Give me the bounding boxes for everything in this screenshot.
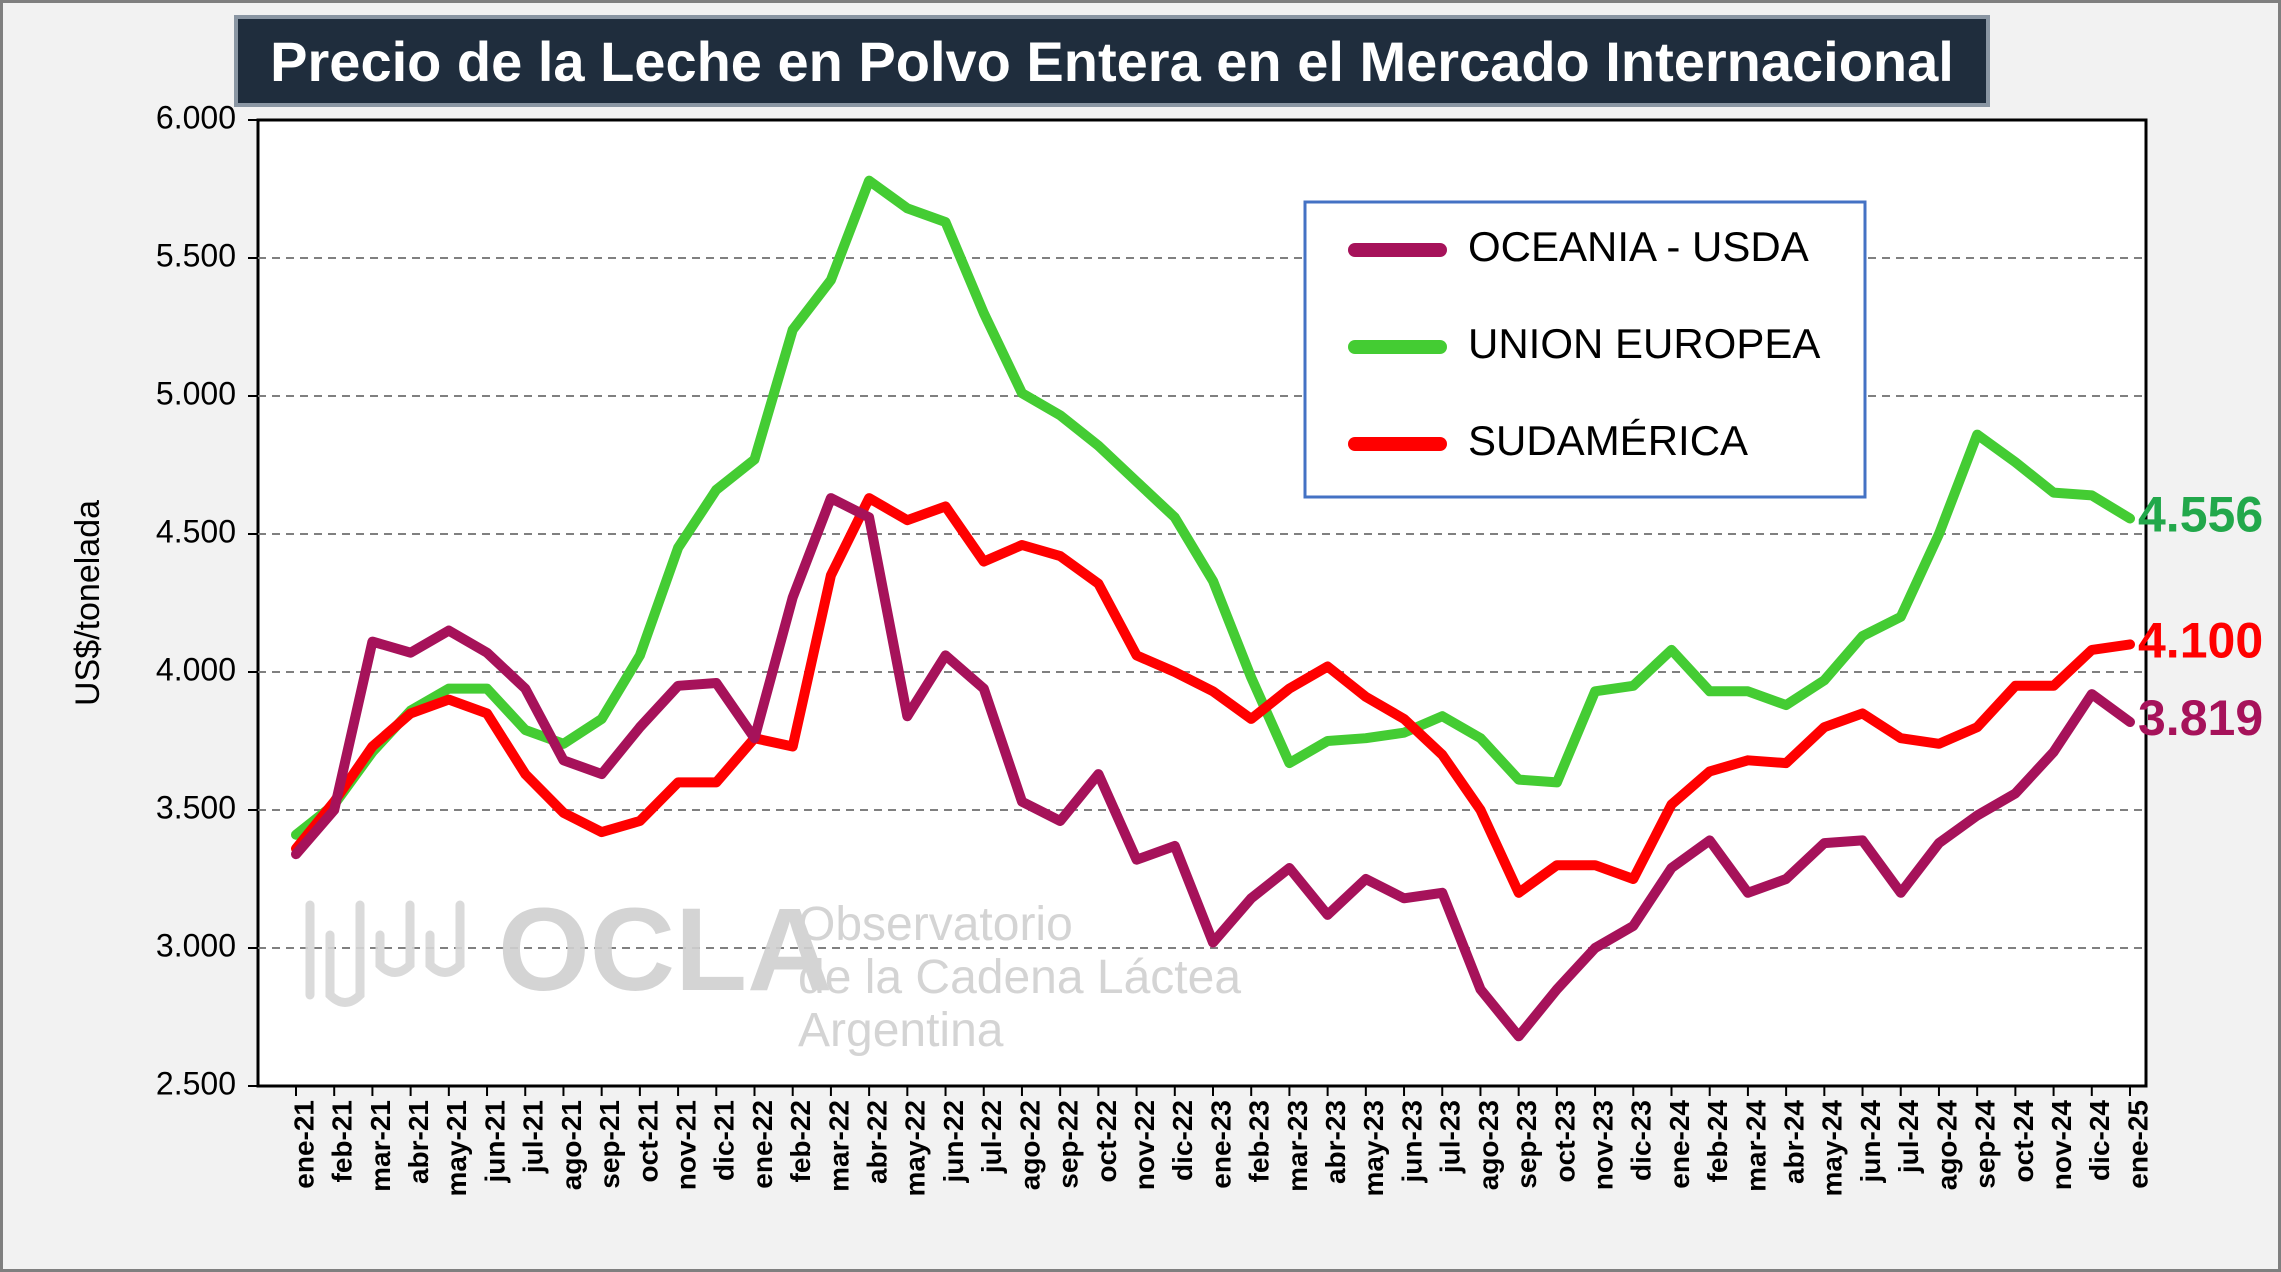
x-tick-label: feb-22: [785, 1100, 816, 1182]
x-tick-label: jul-23: [1435, 1100, 1466, 1174]
end-label-0: 3.819: [2138, 690, 2263, 746]
x-tick-label: ene-21: [288, 1100, 319, 1189]
x-tick-label: mar-23: [1282, 1100, 1313, 1192]
x-tick-label: ago-24: [1931, 1100, 1962, 1191]
x-tick-label: jun-23: [1396, 1100, 1427, 1183]
x-tick-label: abr-23: [1320, 1100, 1351, 1184]
x-tick-label: abr-21: [403, 1100, 434, 1184]
y-tick-label: 4.000: [156, 651, 236, 687]
x-tick-label: ene-24: [1664, 1100, 1695, 1189]
end-label-1: 4.556: [2138, 487, 2263, 543]
x-tick-label: ene-23: [1205, 1100, 1236, 1189]
x-tick-label: sep-23: [1511, 1100, 1542, 1189]
x-tick-label: abr-24: [1779, 1100, 1810, 1184]
x-tick-label: dic-21: [709, 1100, 740, 1181]
legend: OCEANIA - USDA UNION EUROPEA SUDAMÉRICA: [1303, 200, 1867, 499]
series-lines: [291, 175, 2135, 1042]
x-tick-label: sep-21: [594, 1100, 625, 1189]
x-tick-label: ene-25: [2122, 1100, 2153, 1189]
x-tick-label: jun-24: [1855, 1100, 1886, 1184]
ocla-watermark: OCLA Observatorio de la Cadena Láctea Ar…: [305, 884, 1241, 1057]
legend-label-1: UNION EUROPEA: [1468, 320, 1820, 367]
x-tick-label: feb-24: [1702, 1100, 1733, 1183]
y-tick-label: 5.500: [156, 237, 236, 273]
series-line-0: [291, 493, 2135, 1042]
y-axis-label: US$/tonelada: [69, 500, 107, 706]
watermark-line2: de la Cadena Láctea: [798, 951, 1241, 1004]
x-tick-label: may-21: [441, 1100, 472, 1197]
x-tick-label: jul-22: [976, 1100, 1007, 1174]
x-tick-label: ago-22: [1014, 1100, 1045, 1190]
x-tick-label: feb-23: [1244, 1100, 1275, 1182]
x-tick-label: oct-24: [2008, 1100, 2039, 1183]
end-labels: 3.819 4.556 4.100: [2138, 487, 2263, 746]
watermark-line3: Argentina: [798, 1004, 1004, 1057]
x-tick-label: mar-24: [1740, 1100, 1771, 1192]
x-tick-label: oct-21: [632, 1100, 663, 1182]
x-tick-label: oct-22: [1091, 1100, 1122, 1182]
y-tick-label: 4.500: [156, 513, 236, 549]
chart-title: Precio de la Leche en Polvo Entera en el…: [234, 15, 1990, 107]
x-tick-label: mar-21: [365, 1100, 396, 1192]
y-tick-label: 5.000: [156, 375, 236, 411]
x-tick-label: nov-23: [1587, 1100, 1618, 1190]
x-tick-label: dic-22: [1167, 1100, 1198, 1181]
x-tick-label: may-24: [1817, 1100, 1848, 1197]
x-axis-ticks: ene-21 feb-21 mar-21 abr-21 may-21 jun-21 jul-…: [288, 1086, 2153, 1197]
ocla-logo-icon: [305, 900, 465, 1007]
x-tick-label: mar-22: [823, 1100, 854, 1192]
x-tick-label: ago-23: [1473, 1100, 1504, 1190]
x-tick-label: feb-21: [327, 1100, 358, 1182]
x-tick-label: jul-24: [1893, 1100, 1924, 1175]
y-tick-label: 2.500: [156, 1065, 236, 1101]
legend-label-0: OCEANIA - USDA: [1468, 223, 1809, 270]
x-tick-label: ago-21: [556, 1100, 587, 1190]
y-axis-ticks: 2.500 3.000 3.500 4.000 4.500 5.000 5.500 6.000: [156, 99, 258, 1101]
x-tick-label: nov-22: [1129, 1100, 1160, 1190]
x-tick-label: may-22: [900, 1100, 931, 1197]
end-label-2: 4.100: [2138, 613, 2263, 669]
x-tick-label: ene-22: [747, 1100, 778, 1189]
x-tick-label: sep-24: [1970, 1100, 2001, 1189]
x-tick-label: sep-22: [1053, 1100, 1084, 1189]
y-tick-label: 3.500: [156, 789, 236, 825]
x-tick-label: oct-23: [1549, 1100, 1580, 1182]
legend-label-2: SUDAMÉRICA: [1468, 417, 1748, 464]
x-tick-label: jun-22: [938, 1100, 969, 1183]
series-line-2: [291, 493, 2135, 898]
x-tick-label: nov-21: [670, 1100, 701, 1190]
x-tick-label: jun-21: [479, 1100, 510, 1183]
x-tick-label: nov-24: [2046, 1100, 2077, 1191]
x-tick-label: abr-22: [862, 1100, 893, 1184]
x-tick-label: dic-23: [1626, 1100, 1657, 1181]
y-tick-label: 3.000: [156, 927, 236, 963]
series-line-1: [291, 175, 2135, 840]
watermark-logo-text: OCLA: [498, 884, 832, 1016]
watermark-line1: Observatorio: [798, 898, 1073, 951]
x-tick-label: dic-24: [2084, 1100, 2115, 1181]
x-tick-label: jul-21: [518, 1100, 549, 1174]
x-tick-label: may-23: [1358, 1100, 1389, 1197]
y-tick-label: 6.000: [156, 99, 236, 135]
chart-title-text: Precio de la Leche en Polvo Entera en el…: [270, 29, 1954, 93]
